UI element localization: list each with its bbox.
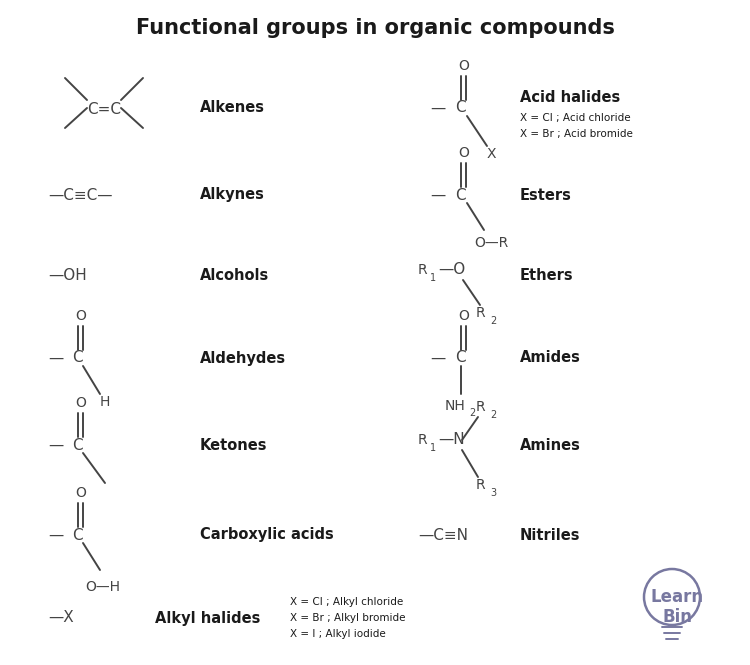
- Text: 1: 1: [430, 273, 436, 283]
- Text: O: O: [458, 309, 469, 323]
- Text: Acid halides: Acid halides: [520, 90, 620, 106]
- Text: —OH: —OH: [48, 267, 87, 283]
- Text: 3: 3: [490, 488, 496, 498]
- Text: X = Cl ; Acid chloride: X = Cl ; Acid chloride: [520, 113, 631, 123]
- Text: —: —: [48, 438, 63, 452]
- Text: Bin: Bin: [662, 608, 692, 626]
- Text: Learn: Learn: [650, 588, 704, 606]
- Text: R: R: [418, 263, 428, 277]
- Text: Alkenes: Alkenes: [200, 100, 265, 116]
- Text: Amides: Amides: [520, 350, 580, 366]
- Text: Aldehydes: Aldehydes: [200, 350, 286, 366]
- Text: O: O: [458, 146, 469, 160]
- Text: C: C: [72, 527, 82, 543]
- Text: —: —: [48, 350, 63, 366]
- Text: R: R: [476, 478, 486, 492]
- Text: —C≡N: —C≡N: [418, 527, 468, 543]
- Text: R: R: [476, 400, 486, 414]
- Text: C: C: [455, 188, 466, 203]
- Text: 2: 2: [490, 316, 496, 326]
- Text: Esters: Esters: [520, 188, 572, 203]
- Text: 2: 2: [469, 408, 476, 418]
- Text: —C≡C—: —C≡C—: [48, 188, 112, 203]
- Text: Alkynes: Alkynes: [200, 188, 265, 203]
- Text: —: —: [430, 100, 445, 116]
- Text: X = Cl ; Alkyl chloride: X = Cl ; Alkyl chloride: [290, 597, 404, 607]
- Text: —O: —O: [438, 263, 465, 277]
- Text: O: O: [458, 59, 469, 73]
- Text: —X: —X: [48, 610, 74, 626]
- Text: —: —: [48, 527, 63, 543]
- Text: O: O: [75, 486, 86, 500]
- Text: C: C: [455, 100, 466, 116]
- Text: Ketones: Ketones: [200, 438, 268, 452]
- Text: X = Br ; Alkyl bromide: X = Br ; Alkyl bromide: [290, 613, 406, 623]
- Text: O: O: [75, 396, 86, 410]
- Text: —N: —N: [438, 432, 464, 448]
- Text: O: O: [75, 309, 86, 323]
- Text: Nitriles: Nitriles: [520, 527, 580, 543]
- Text: X: X: [487, 147, 496, 161]
- Text: C: C: [72, 350, 82, 366]
- Text: O—H: O—H: [85, 580, 120, 594]
- Text: Alkyl halides: Alkyl halides: [155, 610, 260, 626]
- Text: 2: 2: [490, 410, 496, 420]
- Text: 1: 1: [430, 443, 436, 453]
- Text: R: R: [418, 433, 428, 447]
- Text: —: —: [430, 350, 445, 366]
- Text: C=C: C=C: [87, 102, 121, 118]
- Text: H: H: [100, 395, 110, 409]
- Text: R: R: [476, 306, 486, 320]
- Text: Carboxylic acids: Carboxylic acids: [200, 527, 334, 543]
- Text: Ethers: Ethers: [520, 267, 574, 283]
- Text: Alcohols: Alcohols: [200, 267, 269, 283]
- Text: X = I ; Alkyl iodide: X = I ; Alkyl iodide: [290, 629, 386, 639]
- Text: Functional groups in organic compounds: Functional groups in organic compounds: [136, 18, 614, 38]
- Text: —: —: [430, 188, 445, 203]
- Text: NH: NH: [445, 399, 466, 413]
- Text: X = Br ; Acid bromide: X = Br ; Acid bromide: [520, 129, 633, 139]
- Text: C: C: [455, 350, 466, 366]
- Text: Amines: Amines: [520, 438, 580, 452]
- Text: O—R: O—R: [474, 236, 508, 250]
- Text: C: C: [72, 438, 82, 452]
